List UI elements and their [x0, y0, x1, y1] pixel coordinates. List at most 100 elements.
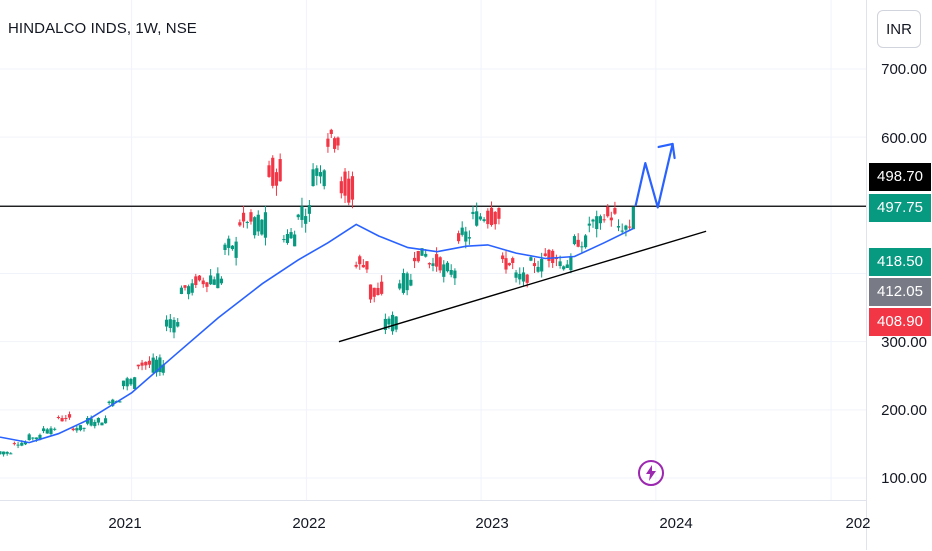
- candle-body: [525, 274, 529, 283]
- candle-body: [267, 165, 271, 177]
- candle-body: [227, 238, 231, 248]
- candle-body: [543, 253, 547, 256]
- candle-body: [56, 417, 61, 419]
- candle-body: [89, 418, 93, 426]
- candle-body: [540, 258, 544, 272]
- chart-area[interactable]: HINDALCO INDS, 1W, NSE: [0, 0, 866, 500]
- candle-body: [38, 434, 42, 440]
- candle-body: [529, 257, 533, 261]
- candle-body: [449, 270, 453, 275]
- candle-body: [591, 219, 595, 222]
- price-tag-high: 418.50: [869, 248, 931, 276]
- candle-body: [282, 239, 286, 241]
- candle-body: [216, 273, 220, 289]
- candle-body: [253, 217, 257, 236]
- price-tick: 600.00: [881, 130, 927, 147]
- time-axis[interactable]: 2021 2022 2023 2024 202: [0, 500, 871, 551]
- symbol-title: HINDALCO INDS, 1W, NSE: [8, 20, 197, 37]
- candle-body: [249, 212, 253, 222]
- time-tick: 2023: [475, 515, 509, 532]
- candle-body: [442, 264, 446, 277]
- candle-body: [212, 279, 216, 285]
- candle-body: [161, 364, 165, 373]
- candle-body: [376, 287, 380, 296]
- candle-body: [514, 272, 518, 278]
- candle-body: [53, 428, 57, 430]
- candle-body: [460, 227, 464, 235]
- candle-body: [424, 253, 428, 257]
- candle-body: [471, 211, 475, 215]
- candle-body: [547, 249, 551, 261]
- forecast-arrow: [634, 142, 674, 209]
- candle-body: [387, 318, 391, 325]
- price-tick: 200.00: [881, 402, 927, 419]
- candle-body: [147, 360, 152, 365]
- candle-body: [609, 217, 613, 221]
- candle-body: [151, 357, 155, 373]
- candle-body: [118, 401, 122, 403]
- candle-body: [311, 169, 315, 187]
- candle-body: [565, 264, 569, 268]
- moving-average-line: [0, 223, 634, 444]
- candle-body: [107, 401, 111, 404]
- candle-body: [511, 258, 515, 263]
- candle-body: [274, 172, 279, 186]
- candle-body: [23, 442, 28, 445]
- candle-body: [71, 428, 75, 431]
- candle-body: [31, 437, 35, 439]
- candle-body: [486, 210, 490, 225]
- candle-body: [194, 276, 198, 286]
- candle-body: [464, 231, 468, 242]
- candle-body: [296, 214, 300, 218]
- candle-body: [322, 170, 326, 187]
- price-tag-low: 408.90: [869, 308, 931, 336]
- candle-body: [576, 239, 580, 247]
- candle-body: [158, 357, 162, 372]
- candle-body: [256, 214, 260, 232]
- candle-body: [606, 206, 610, 217]
- candle-body: [293, 234, 297, 247]
- candle-body: [587, 223, 591, 226]
- candle-body: [209, 275, 213, 285]
- candle-body: [431, 263, 435, 266]
- candle-body: [49, 428, 53, 434]
- price-axis[interactable]: INR 700.00 600.00 300.00 200.00 100.00 4…: [866, 0, 932, 550]
- candle-body: [372, 287, 376, 297]
- candle-body: [183, 285, 187, 288]
- candle-body: [271, 157, 275, 186]
- price-tag-resistance: 498.70: [869, 163, 931, 191]
- candle-body: [172, 319, 176, 333]
- time-tick: 2024: [659, 515, 693, 532]
- candle-body: [315, 168, 319, 176]
- candle-body: [307, 205, 311, 214]
- candle-body: [361, 264, 365, 268]
- candle-body: [289, 232, 293, 239]
- lightning-bolt-icon[interactable]: [638, 460, 664, 486]
- candle-body: [368, 284, 373, 300]
- price-tag-ma: 412.05: [869, 278, 931, 306]
- currency-button[interactable]: INR: [877, 10, 921, 48]
- candle-body: [438, 257, 442, 271]
- forecast-arrow-head: [657, 142, 676, 160]
- price-tick: 700.00: [881, 61, 927, 78]
- candle-body: [82, 427, 86, 429]
- candle-body: [467, 237, 471, 239]
- candle-body: [326, 138, 330, 147]
- candle-body: [318, 172, 323, 177]
- candle-body: [501, 255, 505, 260]
- candle-body: [628, 226, 632, 228]
- candle-body: [154, 359, 159, 373]
- candle-body: [562, 266, 566, 270]
- candle-body: [412, 257, 417, 262]
- candle-body: [405, 273, 409, 291]
- candle-body: [339, 181, 343, 194]
- candle-body: [457, 233, 461, 242]
- candle-body: [497, 207, 501, 219]
- candle-body: [380, 281, 384, 294]
- candle-body: [453, 270, 457, 279]
- candle-body: [409, 279, 413, 286]
- price-chart[interactable]: [0, 0, 866, 500]
- candle-body: [75, 428, 79, 431]
- candle-body: [518, 273, 522, 280]
- candle-body: [34, 437, 38, 440]
